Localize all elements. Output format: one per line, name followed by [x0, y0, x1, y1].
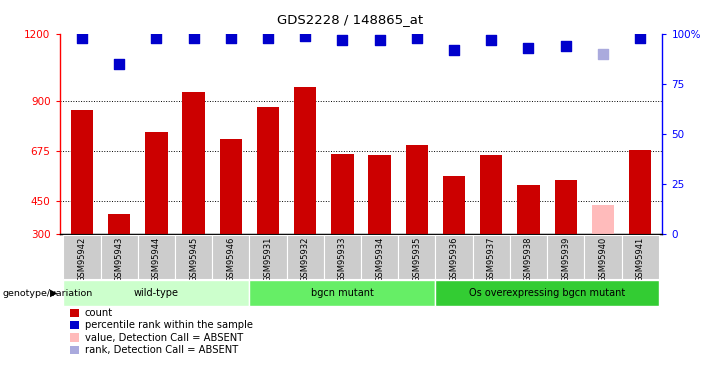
- Point: [411, 35, 423, 41]
- Point: [114, 61, 125, 67]
- Text: GSM95935: GSM95935: [412, 237, 421, 282]
- Text: ▶: ▶: [50, 288, 57, 298]
- Text: GSM95943: GSM95943: [115, 237, 123, 282]
- Bar: [219, 138, 242, 234]
- Bar: [517, 185, 540, 234]
- Bar: [63, 280, 250, 306]
- Bar: [435, 280, 659, 306]
- Bar: [250, 280, 435, 306]
- Point: [299, 33, 311, 39]
- Point: [523, 45, 534, 51]
- Bar: [547, 235, 585, 279]
- Point: [560, 43, 571, 49]
- Bar: [510, 235, 547, 279]
- Text: GSM95932: GSM95932: [301, 237, 310, 282]
- Text: genotype/variation: genotype/variation: [2, 289, 93, 298]
- Bar: [361, 235, 398, 279]
- Bar: [250, 235, 287, 279]
- Bar: [406, 145, 428, 234]
- Text: GSM95941: GSM95941: [636, 237, 645, 282]
- Point: [262, 35, 273, 41]
- Bar: [369, 155, 390, 234]
- Point: [76, 35, 88, 41]
- Bar: [585, 235, 622, 279]
- Text: GSM95942: GSM95942: [77, 237, 86, 282]
- Point: [597, 51, 608, 57]
- Text: GSM95938: GSM95938: [524, 237, 533, 282]
- Bar: [324, 235, 361, 279]
- Bar: [63, 235, 100, 279]
- Point: [486, 37, 497, 43]
- Bar: [435, 235, 472, 279]
- Point: [449, 47, 460, 53]
- Text: rank, Detection Call = ABSENT: rank, Detection Call = ABSENT: [85, 345, 238, 355]
- Text: percentile rank within the sample: percentile rank within the sample: [85, 320, 253, 330]
- Bar: [622, 235, 659, 279]
- Bar: [137, 235, 175, 279]
- Point: [336, 37, 348, 43]
- Bar: [332, 154, 353, 234]
- Text: GSM95946: GSM95946: [226, 237, 236, 282]
- Bar: [182, 92, 205, 234]
- Bar: [629, 150, 651, 234]
- Bar: [257, 107, 279, 234]
- Bar: [554, 180, 577, 234]
- Text: GSM95945: GSM95945: [189, 237, 198, 282]
- Bar: [443, 176, 465, 234]
- Point: [188, 35, 199, 41]
- Bar: [212, 235, 250, 279]
- Point: [225, 35, 236, 41]
- Text: GSM95934: GSM95934: [375, 237, 384, 282]
- Bar: [287, 235, 324, 279]
- Bar: [294, 87, 316, 234]
- Point: [374, 37, 386, 43]
- Bar: [175, 235, 212, 279]
- Text: GSM95939: GSM95939: [562, 237, 570, 282]
- Bar: [472, 235, 510, 279]
- Bar: [100, 235, 137, 279]
- Text: value, Detection Call = ABSENT: value, Detection Call = ABSENT: [85, 333, 243, 342]
- Text: GSM95937: GSM95937: [486, 237, 496, 282]
- Text: bgcn mutant: bgcn mutant: [311, 288, 374, 298]
- Bar: [480, 155, 503, 234]
- Text: GSM95931: GSM95931: [264, 237, 273, 282]
- Bar: [398, 235, 435, 279]
- Bar: [592, 206, 614, 234]
- Bar: [145, 132, 168, 234]
- Point: [634, 35, 646, 41]
- Text: wild-type: wild-type: [134, 288, 179, 298]
- Text: Os overexpressing bgcn mutant: Os overexpressing bgcn mutant: [469, 288, 625, 298]
- Text: GSM95933: GSM95933: [338, 237, 347, 282]
- Text: count: count: [85, 308, 113, 318]
- Text: GDS2228 / 148865_at: GDS2228 / 148865_at: [278, 13, 423, 26]
- Bar: [108, 214, 130, 234]
- Text: GSM95940: GSM95940: [599, 237, 607, 282]
- Text: GSM95936: GSM95936: [449, 237, 458, 282]
- Text: GSM95944: GSM95944: [152, 237, 161, 282]
- Bar: [71, 110, 93, 234]
- Point: [151, 35, 162, 41]
